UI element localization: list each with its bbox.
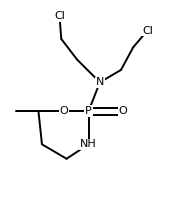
Text: NH: NH [80,139,97,149]
Text: O: O [59,106,68,116]
Text: N: N [96,77,104,87]
Text: P: P [85,106,92,116]
Text: O: O [118,106,127,116]
Text: Cl: Cl [54,11,65,21]
Text: Cl: Cl [142,26,153,36]
